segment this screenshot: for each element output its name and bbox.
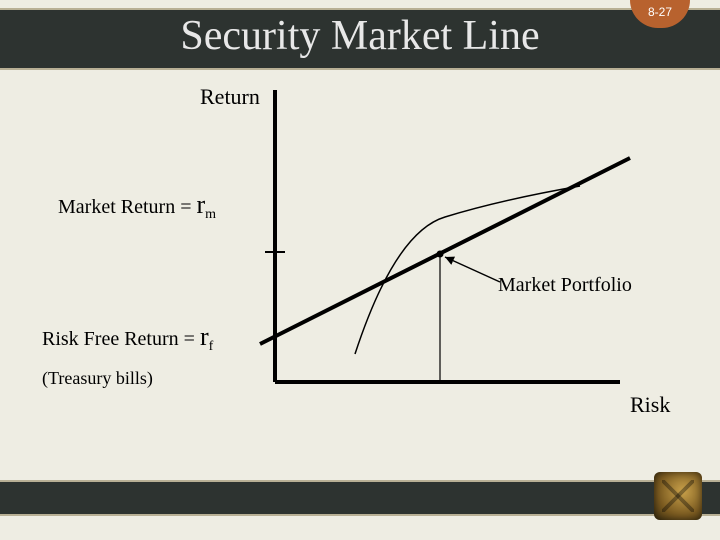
y-axis-label: Return	[200, 84, 260, 110]
slide-title: Security Market Line	[0, 12, 720, 60]
risk-free-return-label: Risk Free Return = rf	[42, 322, 213, 355]
rf-symbol: r	[200, 322, 209, 351]
x-axis-label: Risk	[630, 392, 670, 418]
rm-symbol: r	[196, 190, 205, 219]
slide: 8-27 Security Market Line Return Risk Ma…	[0, 0, 720, 540]
rf-subscript: f	[209, 339, 214, 354]
rm-subscript: m	[205, 207, 216, 222]
market-return-prefix: Market Return =	[58, 196, 196, 218]
treasury-bills-note: (Treasury bills)	[42, 368, 153, 389]
market-portfolio-label: Market Portfolio	[498, 274, 632, 297]
sml-chart: Return Risk Market Return = rm Risk Free…	[0, 82, 720, 482]
corner-ornament-icon	[654, 472, 702, 520]
footer-band	[0, 480, 720, 516]
market-return-label: Market Return = rm	[58, 190, 216, 223]
risk-free-prefix: Risk Free Return =	[42, 328, 200, 350]
